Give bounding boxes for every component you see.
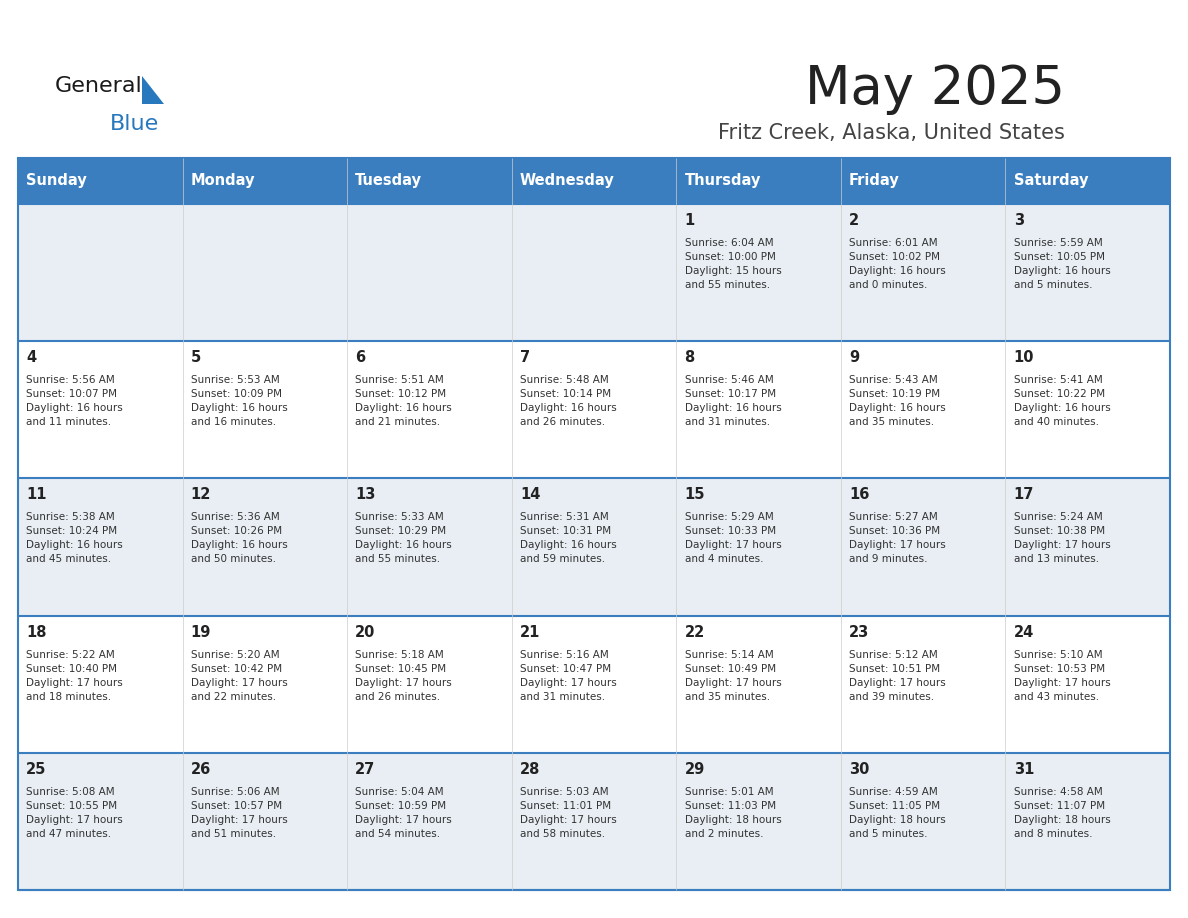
Text: 23: 23	[849, 624, 870, 640]
Text: 4: 4	[26, 350, 37, 365]
Text: 10: 10	[1013, 350, 1035, 365]
Text: Monday: Monday	[191, 174, 255, 188]
Text: Tuesday: Tuesday	[355, 174, 423, 188]
Text: 30: 30	[849, 762, 870, 777]
Text: Sunrise: 4:59 AM
Sunset: 11:05 PM
Daylight: 18 hours
and 5 minutes.: Sunrise: 4:59 AM Sunset: 11:05 PM Daylig…	[849, 787, 946, 839]
Text: 18: 18	[26, 624, 46, 640]
Bar	[18, 341, 1170, 478]
Text: 7: 7	[520, 350, 530, 365]
Text: 19: 19	[191, 624, 211, 640]
Text: Sunrise: 5:38 AM
Sunset: 10:24 PM
Daylight: 16 hours
and 45 minutes.: Sunrise: 5:38 AM Sunset: 10:24 PM Daylig…	[26, 512, 124, 565]
Text: 21: 21	[520, 624, 541, 640]
Bar	[18, 478, 1170, 616]
Bar	[183, 158, 347, 204]
Text: Friday: Friday	[849, 174, 899, 188]
Text: Sunrise: 5:01 AM
Sunset: 11:03 PM
Daylight: 18 hours
and 2 minutes.: Sunrise: 5:01 AM Sunset: 11:03 PM Daylig…	[684, 787, 782, 839]
Text: Sunrise: 5:03 AM
Sunset: 11:01 PM
Daylight: 17 hours
and 58 minutes.: Sunrise: 5:03 AM Sunset: 11:01 PM Daylig…	[520, 787, 617, 839]
Text: 28: 28	[520, 762, 541, 777]
Bar	[18, 158, 183, 204]
Text: Sunrise: 6:04 AM
Sunset: 10:00 PM
Daylight: 15 hours
and 55 minutes.: Sunrise: 6:04 AM Sunset: 10:00 PM Daylig…	[684, 238, 782, 290]
Text: 25: 25	[26, 762, 46, 777]
Text: Sunrise: 5:06 AM
Sunset: 10:57 PM
Daylight: 17 hours
and 51 minutes.: Sunrise: 5:06 AM Sunset: 10:57 PM Daylig…	[191, 787, 287, 839]
Text: Sunrise: 5:53 AM
Sunset: 10:09 PM
Daylight: 16 hours
and 16 minutes.: Sunrise: 5:53 AM Sunset: 10:09 PM Daylig…	[191, 375, 287, 427]
Text: 3: 3	[1013, 213, 1024, 228]
Bar	[18, 204, 1170, 341]
Text: Sunrise: 5:31 AM
Sunset: 10:31 PM
Daylight: 16 hours
and 59 minutes.: Sunrise: 5:31 AM Sunset: 10:31 PM Daylig…	[520, 512, 617, 565]
Text: 14: 14	[520, 487, 541, 502]
Text: 6: 6	[355, 350, 366, 365]
Text: Sunrise: 4:58 AM
Sunset: 11:07 PM
Daylight: 18 hours
and 8 minutes.: Sunrise: 4:58 AM Sunset: 11:07 PM Daylig…	[1013, 787, 1111, 839]
Bar	[676, 158, 841, 204]
Text: Sunday: Sunday	[26, 174, 87, 188]
Bar	[18, 753, 1170, 890]
Text: 13: 13	[355, 487, 375, 502]
Text: 20: 20	[355, 624, 375, 640]
Text: Saturday: Saturday	[1013, 174, 1088, 188]
Text: Sunrise: 5:43 AM
Sunset: 10:19 PM
Daylight: 16 hours
and 35 minutes.: Sunrise: 5:43 AM Sunset: 10:19 PM Daylig…	[849, 375, 946, 427]
Text: 24: 24	[1013, 624, 1034, 640]
Text: Sunrise: 5:27 AM
Sunset: 10:36 PM
Daylight: 17 hours
and 9 minutes.: Sunrise: 5:27 AM Sunset: 10:36 PM Daylig…	[849, 512, 946, 565]
Text: Sunrise: 5:29 AM
Sunset: 10:33 PM
Daylight: 17 hours
and 4 minutes.: Sunrise: 5:29 AM Sunset: 10:33 PM Daylig…	[684, 512, 782, 565]
Text: 1: 1	[684, 213, 695, 228]
Text: 29: 29	[684, 762, 704, 777]
Text: 16: 16	[849, 487, 870, 502]
Text: Sunrise: 5:48 AM
Sunset: 10:14 PM
Daylight: 16 hours
and 26 minutes.: Sunrise: 5:48 AM Sunset: 10:14 PM Daylig…	[520, 375, 617, 427]
Bar	[1005, 158, 1170, 204]
Text: 27: 27	[355, 762, 375, 777]
Text: Sunrise: 5:36 AM
Sunset: 10:26 PM
Daylight: 16 hours
and 50 minutes.: Sunrise: 5:36 AM Sunset: 10:26 PM Daylig…	[191, 512, 287, 565]
Text: 2: 2	[849, 213, 859, 228]
Text: Sunrise: 5:16 AM
Sunset: 10:47 PM
Daylight: 17 hours
and 31 minutes.: Sunrise: 5:16 AM Sunset: 10:47 PM Daylig…	[520, 650, 617, 701]
Text: Sunrise: 5:41 AM
Sunset: 10:22 PM
Daylight: 16 hours
and 40 minutes.: Sunrise: 5:41 AM Sunset: 10:22 PM Daylig…	[1013, 375, 1111, 427]
Text: Sunrise: 5:14 AM
Sunset: 10:49 PM
Daylight: 17 hours
and 35 minutes.: Sunrise: 5:14 AM Sunset: 10:49 PM Daylig…	[684, 650, 782, 701]
Text: Sunrise: 5:51 AM
Sunset: 10:12 PM
Daylight: 16 hours
and 21 minutes.: Sunrise: 5:51 AM Sunset: 10:12 PM Daylig…	[355, 375, 453, 427]
Text: 11: 11	[26, 487, 46, 502]
Bar	[512, 158, 676, 204]
Text: 31: 31	[1013, 762, 1034, 777]
Text: 15: 15	[684, 487, 704, 502]
Text: 12: 12	[191, 487, 211, 502]
Text: Sunrise: 5:18 AM
Sunset: 10:45 PM
Daylight: 17 hours
and 26 minutes.: Sunrise: 5:18 AM Sunset: 10:45 PM Daylig…	[355, 650, 453, 701]
Text: May 2025: May 2025	[805, 63, 1064, 115]
Text: Sunrise: 5:08 AM
Sunset: 10:55 PM
Daylight: 17 hours
and 47 minutes.: Sunrise: 5:08 AM Sunset: 10:55 PM Daylig…	[26, 787, 124, 839]
Text: Sunrise: 5:46 AM
Sunset: 10:17 PM
Daylight: 16 hours
and 31 minutes.: Sunrise: 5:46 AM Sunset: 10:17 PM Daylig…	[684, 375, 782, 427]
Text: Sunrise: 5:20 AM
Sunset: 10:42 PM
Daylight: 17 hours
and 22 minutes.: Sunrise: 5:20 AM Sunset: 10:42 PM Daylig…	[191, 650, 287, 701]
Text: Sunrise: 5:56 AM
Sunset: 10:07 PM
Daylight: 16 hours
and 11 minutes.: Sunrise: 5:56 AM Sunset: 10:07 PM Daylig…	[26, 375, 124, 427]
Text: Blue: Blue	[110, 114, 159, 134]
Text: 5: 5	[191, 350, 201, 365]
Bar	[841, 158, 1005, 204]
Bar	[347, 158, 512, 204]
Text: 8: 8	[684, 350, 695, 365]
Text: Fritz Creek, Alaska, United States: Fritz Creek, Alaska, United States	[718, 123, 1064, 143]
Text: 26: 26	[191, 762, 211, 777]
Text: Sunrise: 5:22 AM
Sunset: 10:40 PM
Daylight: 17 hours
and 18 minutes.: Sunrise: 5:22 AM Sunset: 10:40 PM Daylig…	[26, 650, 124, 701]
Text: 22: 22	[684, 624, 704, 640]
Text: General: General	[55, 76, 143, 96]
Text: Sunrise: 5:04 AM
Sunset: 10:59 PM
Daylight: 17 hours
and 54 minutes.: Sunrise: 5:04 AM Sunset: 10:59 PM Daylig…	[355, 787, 453, 839]
Polygon shape	[143, 76, 164, 104]
Text: Sunrise: 5:59 AM
Sunset: 10:05 PM
Daylight: 16 hours
and 5 minutes.: Sunrise: 5:59 AM Sunset: 10:05 PM Daylig…	[1013, 238, 1111, 290]
Text: Wednesday: Wednesday	[520, 174, 614, 188]
Text: Thursday: Thursday	[684, 174, 760, 188]
Bar	[18, 616, 1170, 753]
Text: Sunrise: 5:33 AM
Sunset: 10:29 PM
Daylight: 16 hours
and 55 minutes.: Sunrise: 5:33 AM Sunset: 10:29 PM Daylig…	[355, 512, 453, 565]
Text: Sunrise: 5:24 AM
Sunset: 10:38 PM
Daylight: 17 hours
and 13 minutes.: Sunrise: 5:24 AM Sunset: 10:38 PM Daylig…	[1013, 512, 1111, 565]
Text: Sunrise: 6:01 AM
Sunset: 10:02 PM
Daylight: 16 hours
and 0 minutes.: Sunrise: 6:01 AM Sunset: 10:02 PM Daylig…	[849, 238, 946, 290]
Text: Sunrise: 5:10 AM
Sunset: 10:53 PM
Daylight: 17 hours
and 43 minutes.: Sunrise: 5:10 AM Sunset: 10:53 PM Daylig…	[1013, 650, 1111, 701]
Text: 17: 17	[1013, 487, 1034, 502]
Text: 9: 9	[849, 350, 859, 365]
Text: Sunrise: 5:12 AM
Sunset: 10:51 PM
Daylight: 17 hours
and 39 minutes.: Sunrise: 5:12 AM Sunset: 10:51 PM Daylig…	[849, 650, 946, 701]
